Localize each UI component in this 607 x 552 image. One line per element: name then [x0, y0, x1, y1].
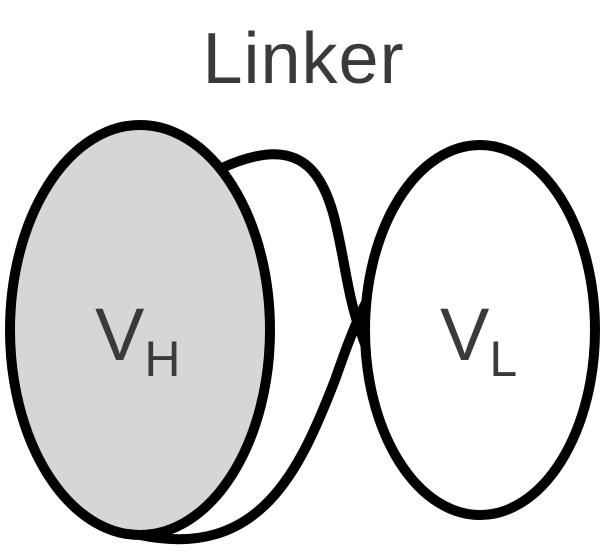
vh-label-sub: H	[144, 331, 180, 387]
linker-title: Linker	[0, 18, 607, 100]
vh-label-main: V	[95, 293, 144, 376]
vl-label: VL	[440, 298, 517, 372]
vl-label-main: V	[440, 293, 489, 376]
vl-label-sub: L	[489, 331, 517, 387]
vh-label: VH	[95, 298, 180, 372]
scfv-diagram: Linker VH VL	[0, 0, 607, 552]
